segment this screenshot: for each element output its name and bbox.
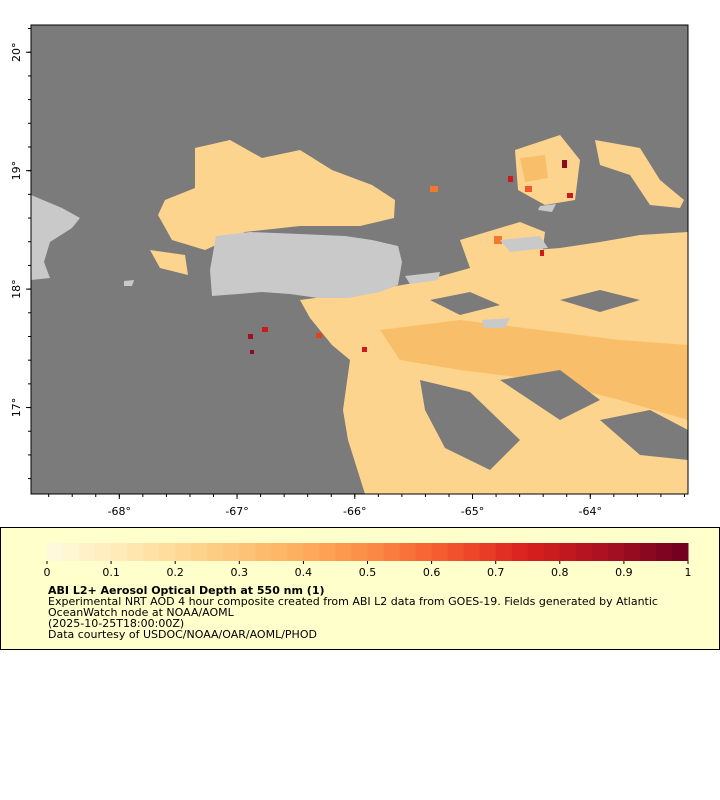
aerosol-hotspot [248,160,573,354]
y-tick-label: 19° [10,161,23,181]
colorbar-step [335,543,352,561]
colorbar-step [367,543,385,561]
y-tick-label: 18° [10,279,23,299]
colorbar-step [95,543,112,561]
colorbar-step [495,543,513,561]
caption-line: Experimental NRT AOD 4 hour composite cr… [48,595,658,608]
colorbar-step [175,543,192,561]
x-tick-label: -64° [579,505,602,518]
colorbar-step [351,543,368,561]
colorbar-step [527,543,545,561]
x-tick-label: -67° [225,505,248,518]
map-frame [30,24,689,495]
colorbar-step [319,543,336,561]
colorbar-step [591,543,609,561]
map [30,24,689,495]
land [31,195,556,328]
colorbar-tick-label: 0.4 [295,566,313,579]
x-tick-label: -68° [108,505,131,518]
colorbar-tick-label: 0.1 [102,566,120,579]
colorbar-step [271,543,288,561]
y-tick-label: 20° [10,42,23,62]
colorbar-step [191,543,208,561]
colorbar-step [639,543,657,561]
colorbar-step [463,543,481,561]
colorbar-step [303,543,320,561]
colorbar-step [383,543,401,561]
colorbar-step [159,543,176,561]
colorbar: 0 0.1 0.2 0.3 0.4 0.5 0.6 0.7 0.8 0.9 1 [44,543,692,579]
colorbar-step [207,543,224,561]
colorbar-step [287,543,304,561]
colorbar-step [223,543,240,561]
colorbar-step [623,543,641,561]
colorbar-step [543,543,561,561]
colorbar-tick-label: 1 [685,566,692,579]
colorbar-step [63,543,80,561]
colorbar-step [479,543,497,561]
caption-title: ABI L2+ Aerosol Optical Depth at 550 nm … [48,584,325,597]
colorbar-step [575,543,593,561]
colorbar-step [655,543,673,561]
caption-line: (2025-10-25T18:00:00Z) [48,617,184,630]
colorbar-step [111,543,128,561]
colorbar-step [447,543,465,561]
colorbar-tick-label: 0.3 [231,566,249,579]
colorbar-step [399,543,417,561]
y-tick-label: 17° [10,398,23,418]
colorbar-tick-label: 0.2 [166,566,184,579]
x-tick-label: -66° [343,505,366,518]
aerosol-field-dense [380,155,688,420]
no-data-area [420,290,688,470]
axes: -68° -67° -66° -65° -64° 17° 18° 19° 20° [10,28,685,518]
colorbar-tick-label: 0.7 [487,566,505,579]
colorbar-step [255,543,272,561]
colorbar-tick-label: 0.9 [615,566,633,579]
legend-panel: 0 0.1 0.2 0.3 0.4 0.5 0.6 0.7 0.8 0.9 1 ABI L2+ Ae… [0,527,720,650]
colorbar-step [79,543,96,561]
colorbar-tick-label: 0 [44,566,51,579]
colorbar-step [239,543,256,561]
colorbar-tick-label: 0.5 [359,566,377,579]
colorbar-step [671,543,689,561]
caption-line: Data courtesy of USDOC/NOAA/OAR/AOML/PHO… [48,628,317,641]
colorbar-step [511,543,529,561]
colorbar-step [431,543,449,561]
colorbar-step [607,543,625,561]
colorbar-step [143,543,160,561]
colorbar-step [47,543,64,561]
x-tick-label: -65° [461,505,484,518]
colorbar-tick-label: 0.6 [423,566,441,579]
colorbar-step [415,543,433,561]
colorbar-step [559,543,577,561]
caption-line: OceanWatch node at NOAA/AOML [48,606,235,619]
colorbar-tick-label: 0.8 [551,566,569,579]
colorbar-step [127,543,144,561]
